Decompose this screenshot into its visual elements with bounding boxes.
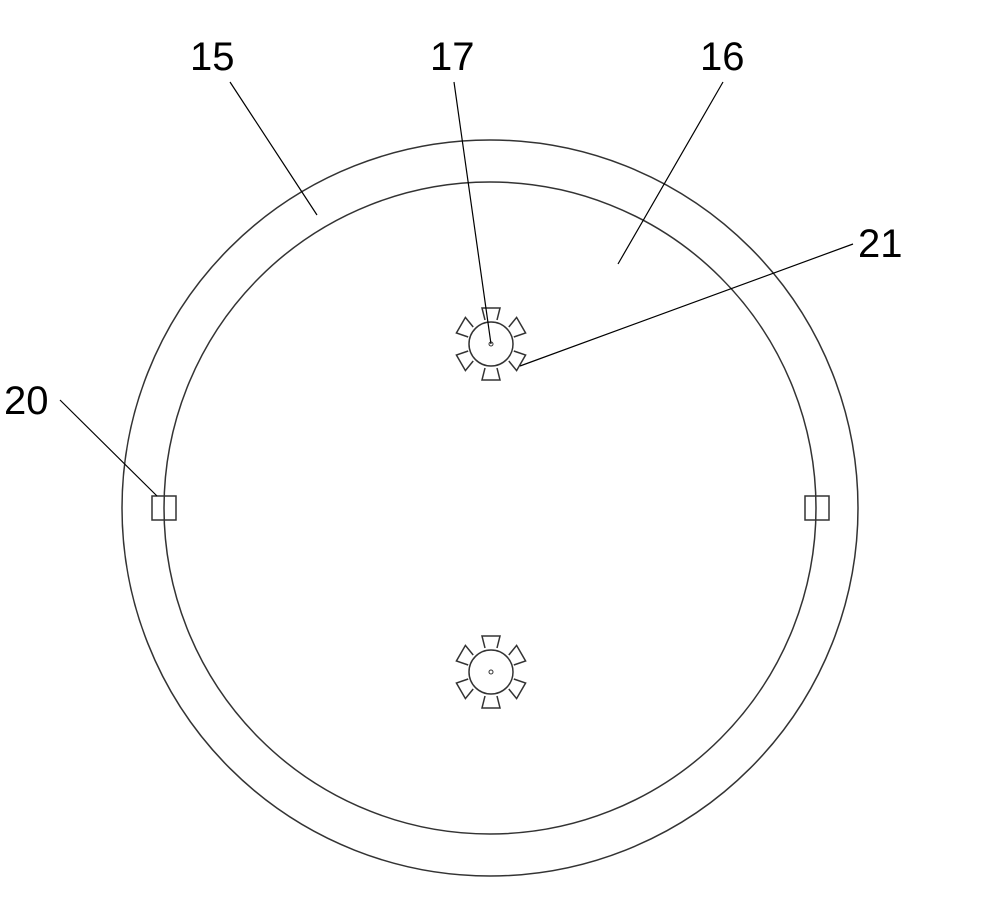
outer-ring-circle — [122, 140, 858, 876]
square-right — [805, 496, 829, 520]
inner-circle — [164, 182, 816, 834]
label-15: 15 — [190, 35, 235, 80]
technical-diagram — [0, 0, 1000, 907]
leader-15 — [230, 82, 317, 215]
leader-17 — [454, 82, 491, 344]
leader-20 — [60, 400, 157, 496]
label-17: 17 — [430, 35, 475, 80]
label-20: 20 — [4, 379, 49, 424]
gear-bottom — [456, 636, 525, 708]
leader-21 — [520, 244, 853, 366]
label-21: 21 — [858, 222, 903, 267]
label-16: 16 — [700, 35, 745, 80]
